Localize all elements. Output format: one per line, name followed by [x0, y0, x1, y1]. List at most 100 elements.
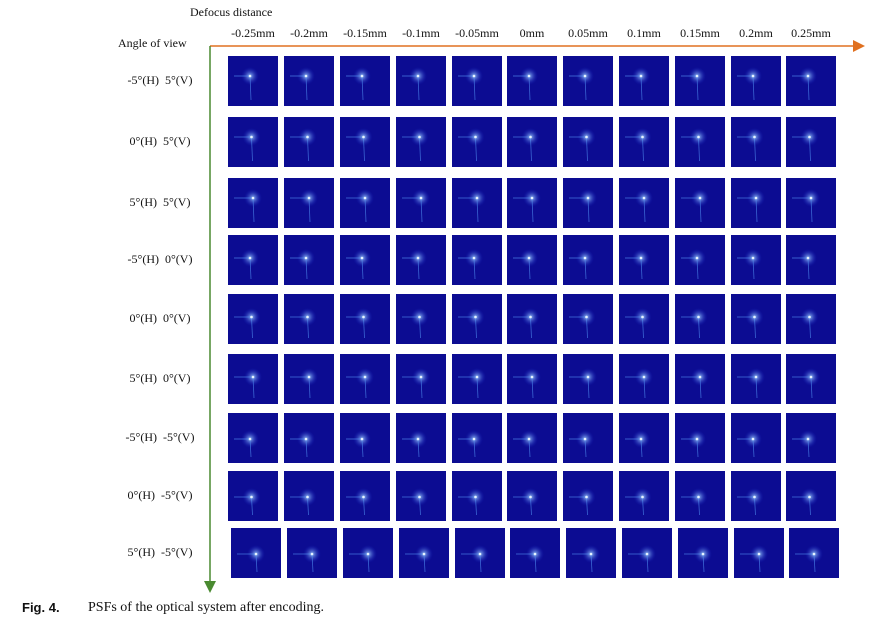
psf-core: [754, 375, 758, 379]
psf-image: [396, 413, 446, 463]
psf-image: [786, 235, 836, 285]
row-label: 0°(H) -5°(V): [128, 488, 193, 502]
psf-streak: [307, 136, 309, 162]
psf-image: [786, 354, 836, 404]
psf-core: [806, 74, 810, 78]
column-label: 0.05mm: [568, 26, 608, 40]
psf-streak: [476, 376, 479, 399]
psf-image: [619, 178, 669, 228]
psf-image: [396, 354, 446, 404]
psf-streak: [534, 553, 537, 573]
psf-streak: [305, 257, 308, 280]
psf-core: [641, 135, 644, 139]
psf-image: [731, 413, 781, 463]
psf-image: [452, 235, 502, 285]
psf-streak: [752, 75, 755, 101]
psf-core: [639, 74, 643, 78]
psf-core: [422, 552, 426, 556]
psf-streak: [475, 496, 477, 516]
psf-streak: [698, 136, 700, 162]
psf-image: [786, 117, 836, 167]
psf-core: [586, 196, 590, 200]
psf-streak: [420, 197, 423, 223]
psf-core: [697, 135, 700, 139]
psf-core: [304, 74, 308, 78]
psf-core: [753, 495, 756, 499]
row-label: 5°(H) 0°(V): [130, 371, 191, 385]
psf-streak: [642, 136, 644, 162]
psf-image: [284, 56, 334, 106]
psf-streak: [586, 136, 588, 162]
psf-streak: [479, 553, 482, 573]
psf-image: [399, 528, 449, 578]
psf-core: [310, 552, 314, 556]
psf-core: [808, 315, 811, 319]
psf-core: [585, 315, 588, 319]
psf-core: [360, 74, 364, 78]
psf-streak: [809, 496, 811, 516]
psf-core: [753, 135, 756, 139]
psf-streak: [584, 438, 587, 458]
psf-image: [507, 56, 557, 106]
x-axis-label: Defocus distance: [190, 5, 272, 19]
psf-core: [585, 135, 588, 139]
psf-streak: [640, 438, 643, 458]
psf-image: [786, 178, 836, 228]
psf-image: [731, 56, 781, 106]
psf-image: [228, 294, 278, 344]
psf-core: [530, 375, 534, 379]
psf-image: [396, 471, 446, 521]
psf-image: [507, 354, 557, 404]
psf-core: [248, 74, 252, 78]
psf-streak: [528, 75, 531, 101]
psf-image: [396, 294, 446, 344]
psf-image: [619, 235, 669, 285]
psf-image: [731, 235, 781, 285]
psf-streak: [755, 197, 758, 223]
psf-core: [533, 552, 537, 556]
psf-core: [475, 196, 479, 200]
psf-core: [419, 196, 423, 200]
psf-streak: [255, 553, 258, 573]
psf-streak: [528, 257, 531, 280]
psf-image: [731, 294, 781, 344]
psf-streak: [752, 257, 755, 280]
psf-core: [530, 196, 534, 200]
row-label: 0°(H) 0°(V): [130, 311, 191, 325]
psf-core: [586, 375, 590, 379]
psf-image: [287, 528, 337, 578]
psf-core: [757, 552, 761, 556]
psf-image: [786, 413, 836, 463]
psf-image: [619, 56, 669, 106]
psf-core: [360, 256, 364, 260]
psf-streak: [307, 496, 309, 516]
psf-image: [284, 235, 334, 285]
psf-streak: [530, 136, 532, 162]
psf-streak: [361, 438, 364, 458]
psf-image: [284, 413, 334, 463]
psf-core: [474, 315, 477, 319]
psf-streak: [807, 257, 810, 280]
psf-streak: [530, 496, 532, 516]
psf-core: [641, 495, 644, 499]
psf-image: [675, 178, 725, 228]
psf-streak: [249, 438, 252, 458]
psf-core: [472, 256, 476, 260]
column-label: -0.05mm: [455, 26, 499, 40]
psf-streak: [590, 553, 593, 573]
psf-core: [583, 74, 587, 78]
psf-core: [474, 495, 477, 499]
psf-image: [452, 117, 502, 167]
psf-core: [806, 437, 810, 441]
psf-streak: [810, 376, 813, 399]
psf-core: [809, 196, 813, 200]
psf-image: [510, 528, 560, 578]
row-label: -5°(H) 5°(V): [128, 73, 193, 87]
psf-streak: [305, 438, 308, 458]
psf-core: [254, 552, 258, 556]
psf-image: [228, 117, 278, 167]
psf-image: [563, 117, 613, 167]
psf-streak: [307, 316, 309, 339]
